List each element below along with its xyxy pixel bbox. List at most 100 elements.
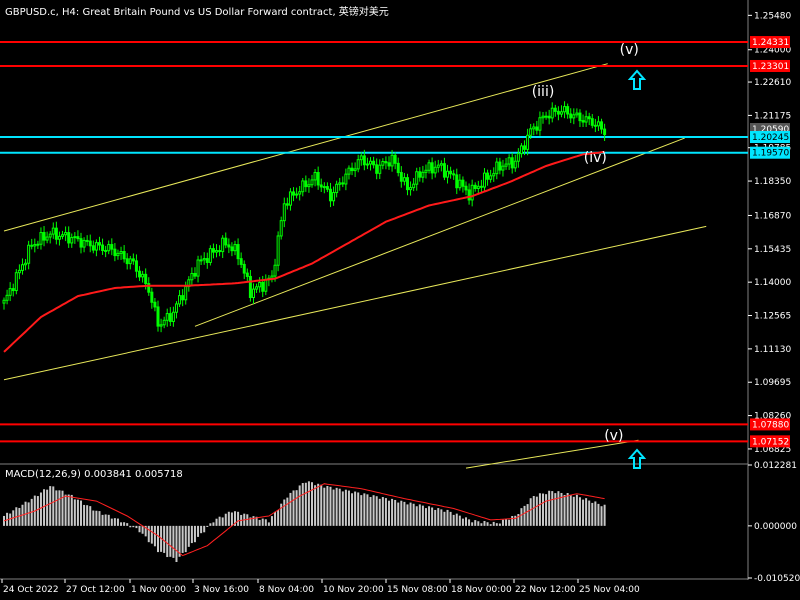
price-tick-label: 1.16870 — [754, 211, 791, 221]
candle — [316, 166, 320, 190]
candle — [304, 175, 308, 192]
candle — [402, 172, 406, 186]
candle — [165, 308, 169, 327]
candle-body — [402, 177, 406, 182]
candle-body — [316, 172, 320, 186]
candle-body — [532, 126, 536, 130]
candle — [88, 234, 92, 253]
candle-body — [14, 272, 18, 292]
candle-body — [378, 164, 382, 174]
candle — [128, 255, 132, 270]
candle — [405, 173, 409, 196]
candle-body — [344, 173, 348, 185]
candle — [67, 226, 71, 248]
price-tag-box — [750, 36, 790, 49]
candle — [519, 143, 523, 158]
candle-body — [559, 111, 563, 115]
candle — [430, 157, 434, 180]
candle — [101, 238, 105, 255]
price-tag-label: 1.20590 — [752, 125, 789, 135]
candle-body — [501, 165, 505, 171]
candle — [205, 252, 209, 269]
candle-body — [412, 183, 416, 189]
candle-body — [581, 120, 585, 123]
trendline-2 — [194, 137, 685, 327]
candle-body — [421, 171, 425, 178]
candle — [233, 240, 237, 256]
candle-body — [27, 244, 31, 264]
candle-body — [276, 235, 280, 266]
candle — [310, 174, 314, 188]
candle — [563, 101, 567, 119]
candle — [181, 289, 185, 307]
candle — [409, 181, 413, 196]
candle-body — [245, 272, 249, 277]
candle — [372, 156, 376, 169]
candle-body — [224, 237, 228, 246]
candle-body — [79, 238, 83, 248]
candle — [45, 231, 49, 244]
candle-body — [233, 244, 237, 252]
candle-body — [381, 161, 385, 166]
candle-body — [418, 171, 422, 178]
chart-title: GBPUSD.c, H4: Great Britain Pound vs US … — [5, 7, 389, 18]
candle — [439, 160, 443, 172]
candle — [202, 252, 206, 265]
trendline-1 — [3, 225, 707, 381]
time-tick-label: 22 Nov 12:00 — [515, 585, 576, 595]
candle — [230, 242, 234, 257]
candle-body — [387, 162, 391, 167]
candle — [489, 169, 493, 183]
time-tick-label: 18 Nov 00:00 — [451, 585, 512, 595]
candle — [362, 149, 366, 171]
candle-body — [535, 126, 539, 131]
price-tag-box — [750, 59, 790, 72]
candle-body — [519, 145, 523, 155]
candle-body — [181, 295, 185, 301]
candle — [393, 152, 397, 170]
candle — [5, 289, 9, 305]
candle-body — [504, 163, 508, 167]
candle — [538, 111, 542, 136]
candle-body — [359, 155, 363, 161]
price-tick-label: 1.25480 — [754, 11, 791, 21]
time-axis: 24 Oct 2022 27 Oct 12:00 1 Nov 00:00 3 Nov … — [1, 579, 640, 595]
candle — [593, 118, 597, 133]
candle — [486, 169, 490, 186]
candle-body — [236, 244, 240, 260]
candle — [153, 298, 157, 312]
candle-body — [544, 115, 548, 118]
candle-body — [495, 161, 499, 175]
candle-body — [147, 283, 151, 293]
candle — [242, 260, 246, 280]
candle-body — [319, 184, 323, 188]
candlestick-series — [2, 101, 607, 333]
candle-body — [30, 244, 34, 247]
candle — [575, 108, 579, 118]
candle-body — [298, 191, 302, 195]
candle-body — [295, 193, 299, 196]
main-plot-area — [0, 0, 749, 580]
candle — [94, 239, 98, 257]
candle-body — [39, 232, 43, 245]
candle-body — [57, 235, 61, 240]
candle-body — [476, 185, 480, 190]
candle-body — [396, 162, 400, 174]
candle-body — [91, 245, 95, 251]
candle — [91, 240, 95, 254]
candle-body — [196, 259, 200, 277]
candle — [479, 179, 483, 193]
candle-body — [261, 281, 265, 292]
candle-body — [529, 128, 533, 136]
candle-body — [572, 114, 576, 119]
candle-body — [153, 301, 157, 308]
trendline-0 — [3, 63, 608, 232]
candle — [156, 300, 160, 332]
candle — [131, 253, 135, 265]
candle-body — [322, 186, 326, 189]
candle-body — [239, 258, 243, 265]
candle — [199, 255, 203, 266]
candle — [421, 165, 425, 183]
candle — [79, 232, 83, 254]
